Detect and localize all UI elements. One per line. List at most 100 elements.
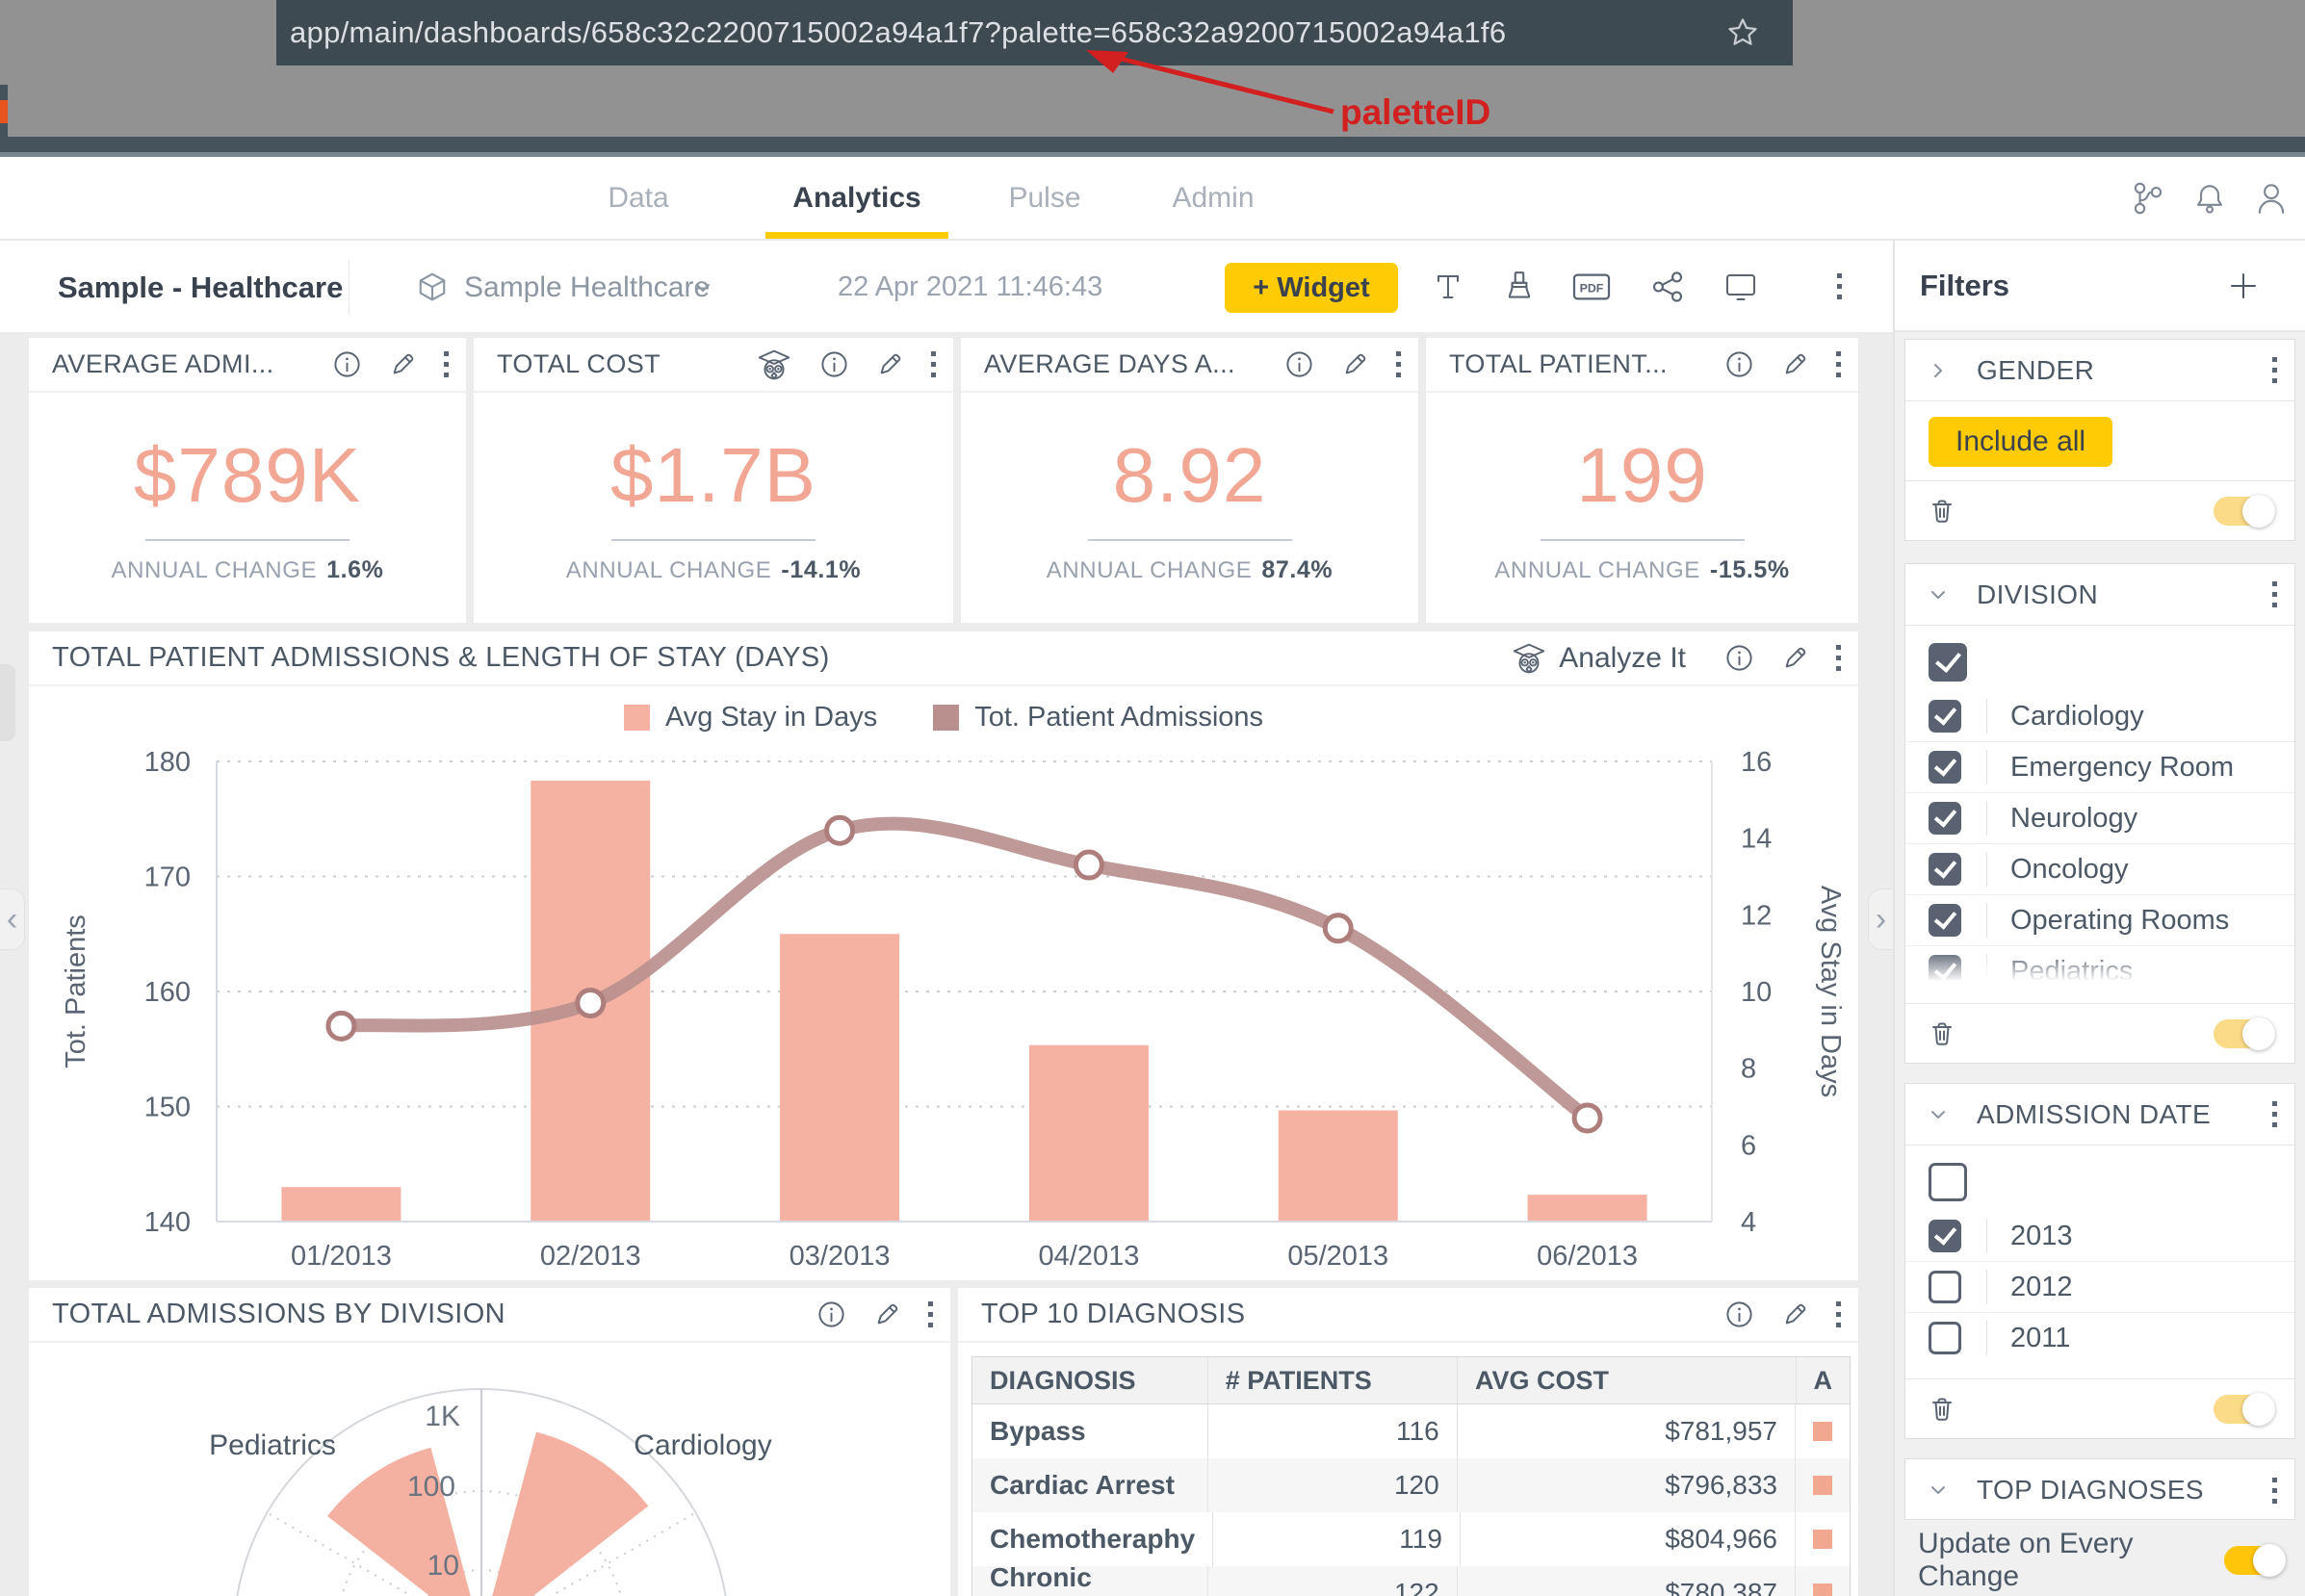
filter-header-top-diagnoses[interactable]: TOP DIAGNOSES: [1905, 1459, 2294, 1519]
table-row[interactable]: Chronic Headache122$780,387: [972, 1562, 1850, 1596]
include-all-chip[interactable]: Include all: [1929, 417, 2113, 467]
filter-menu-kebab[interactable]: [2272, 581, 2277, 607]
polar-chart[interactable]: 1K 100 10 Pediatrics Cardiology: [29, 1343, 950, 1596]
filter-menu-kebab[interactable]: [2272, 1101, 2277, 1127]
filter-header-gender[interactable]: GENDER: [1905, 340, 2294, 401]
edit-pencil-icon[interactable]: [1779, 349, 1809, 379]
chevron-down-icon[interactable]: [1927, 583, 1950, 606]
chevron-right-icon[interactable]: [1927, 359, 1950, 382]
export-pdf-icon[interactable]: [1571, 270, 1612, 304]
legend-item[interactable]: Tot. Patient Admissions: [933, 702, 1263, 734]
info-icon[interactable]: [332, 349, 362, 379]
restyle-brush-icon[interactable]: [1502, 270, 1537, 304]
table-row[interactable]: Bypass 116 $781,957: [972, 1404, 1850, 1458]
analyze-owl-icon[interactable]: [1509, 641, 1549, 676]
edit-pencil-icon[interactable]: [1339, 349, 1369, 379]
left-panel-handle[interactable]: [0, 664, 15, 741]
filter-item-row[interactable]: 2012: [1905, 1261, 2294, 1312]
filter-item-checkbox[interactable]: [1929, 802, 1961, 835]
delete-filter-trash-icon[interactable]: [1927, 496, 1957, 527]
delete-filter-trash-icon[interactable]: [1927, 1394, 1957, 1425]
filter-header-division[interactable]: DIVISION: [1905, 564, 2294, 626]
filter-item-row[interactable]: Neurology: [1905, 792, 2294, 843]
filter-item-checkbox[interactable]: [1929, 1271, 1961, 1303]
filter-item-checkbox[interactable]: [1929, 751, 1961, 784]
chevron-down-icon[interactable]: [1927, 1103, 1950, 1126]
dashboard-menu-kebab[interactable]: [1837, 273, 1842, 299]
add-filter-plus-icon[interactable]: [2226, 269, 2261, 303]
edit-pencil-icon[interactable]: [874, 349, 904, 379]
widget-menu-kebab[interactable]: [928, 1301, 933, 1327]
combo-chart[interactable]: 140 150 160 170 180 4 6 8 10 12 14 16 Tot. Patients A…: [29, 686, 1858, 1280]
collapse-right-chevron[interactable]: ›: [1868, 888, 1893, 950]
select-all-checkbox[interactable]: [1929, 1163, 1967, 1201]
notifications-bell-icon[interactable]: [2191, 180, 2228, 217]
filter-item-checkbox[interactable]: [1929, 904, 1961, 937]
widget-menu-kebab[interactable]: [1836, 1301, 1841, 1327]
filter-item-checkbox[interactable]: [1929, 700, 1961, 733]
info-icon[interactable]: [1724, 349, 1754, 379]
widget-menu-kebab[interactable]: [1396, 351, 1401, 377]
info-icon[interactable]: [1724, 643, 1754, 673]
text-widget-icon[interactable]: [1431, 270, 1465, 304]
filter-enabled-toggle[interactable]: [2214, 1392, 2275, 1426]
tab-analytics[interactable]: Analytics: [792, 182, 921, 214]
widget-menu-kebab[interactable]: [444, 351, 449, 377]
info-icon[interactable]: [816, 1300, 846, 1329]
filter-item-row[interactable]: 2013: [1905, 1211, 2294, 1261]
select-all-checkbox[interactable]: [1929, 643, 1967, 682]
filter-item-checkbox[interactable]: [1929, 1220, 1961, 1252]
chart-legend[interactable]: Avg Stay in Days Tot. Patient Admissions: [29, 702, 1858, 734]
filter-header-admission-date[interactable]: ADMISSION DATE: [1905, 1084, 2294, 1146]
edit-pencil-icon[interactable]: [1779, 643, 1809, 673]
filter-enabled-toggle[interactable]: [2214, 1017, 2275, 1050]
column-header[interactable]: # PATIENTS: [1208, 1357, 1458, 1403]
bookmark-star-icon[interactable]: [1725, 15, 1760, 50]
analyze-owl-icon[interactable]: [754, 348, 794, 382]
filter-item-row[interactable]: Cardiology: [1905, 691, 2294, 741]
info-icon[interactable]: [819, 349, 849, 379]
widget-menu-kebab[interactable]: [931, 351, 936, 377]
column-header[interactable]: A: [1813, 1365, 1833, 1395]
data-relationships-icon[interactable]: [2130, 180, 2166, 217]
filter-item-row[interactable]: Operating Rooms: [1905, 894, 2294, 945]
chevron-down-icon[interactable]: [691, 276, 714, 299]
delete-filter-trash-icon[interactable]: [1927, 1018, 1957, 1049]
share-icon[interactable]: [1650, 270, 1685, 304]
datasource-cube-icon[interactable]: [416, 270, 449, 303]
table-row[interactable]: Cardiac Arrest 120 $796,833: [972, 1458, 1850, 1512]
edit-pencil-icon[interactable]: [387, 349, 417, 379]
filter-item-row[interactable]: Oncology: [1905, 843, 2294, 894]
filter-item-row[interactable]: Emergency Room: [1905, 741, 2294, 792]
filter-item-row[interactable]: 2011: [1905, 1312, 2294, 1363]
url-text[interactable]: app/main/dashboards/658c32c2200715002a94…: [290, 15, 1507, 49]
edit-pencil-icon[interactable]: [871, 1300, 901, 1329]
analyze-it-label[interactable]: Analyze It: [1559, 641, 1686, 674]
tab-pulse[interactable]: Pulse: [1008, 182, 1081, 214]
chevron-down-icon[interactable]: [1927, 1479, 1950, 1502]
filter-enabled-toggle[interactable]: [2214, 494, 2275, 528]
tab-admin[interactable]: Admin: [1172, 182, 1255, 214]
user-profile-icon[interactable]: [2253, 180, 2290, 217]
collapse-left-chevron[interactable]: ‹: [0, 888, 25, 950]
edit-pencil-icon[interactable]: [1779, 1300, 1809, 1329]
tab-data[interactable]: Data: [608, 182, 669, 214]
filter-menu-kebab[interactable]: [2272, 357, 2277, 383]
filter-item-checkbox[interactable]: [1929, 1322, 1961, 1354]
update-on-every-change-toggle[interactable]: [2224, 1543, 2286, 1577]
table-row[interactable]: Chemotheraphy 119 $804,966: [972, 1512, 1850, 1566]
url-bar[interactable]: app/main/dashboards/658c32c2200715002a94…: [276, 0, 1793, 65]
present-monitor-icon[interactable]: [1723, 270, 1758, 304]
filter-item-checkbox[interactable]: [1929, 853, 1961, 886]
datasource-selector[interactable]: Sample Healthcare: [464, 271, 711, 303]
legend-item[interactable]: Avg Stay in Days: [623, 702, 877, 734]
info-icon[interactable]: [1724, 1300, 1754, 1329]
add-widget-button[interactable]: + Widget: [1225, 263, 1398, 313]
cell-avg-cost: $780,387: [1458, 1566, 1796, 1596]
filter-menu-kebab[interactable]: [2272, 1477, 2277, 1504]
widget-menu-kebab[interactable]: [1836, 645, 1841, 671]
column-header[interactable]: AVG COST: [1458, 1357, 1797, 1403]
column-header[interactable]: DIAGNOSIS: [972, 1357, 1208, 1403]
info-icon[interactable]: [1284, 349, 1314, 379]
widget-menu-kebab[interactable]: [1836, 351, 1841, 377]
